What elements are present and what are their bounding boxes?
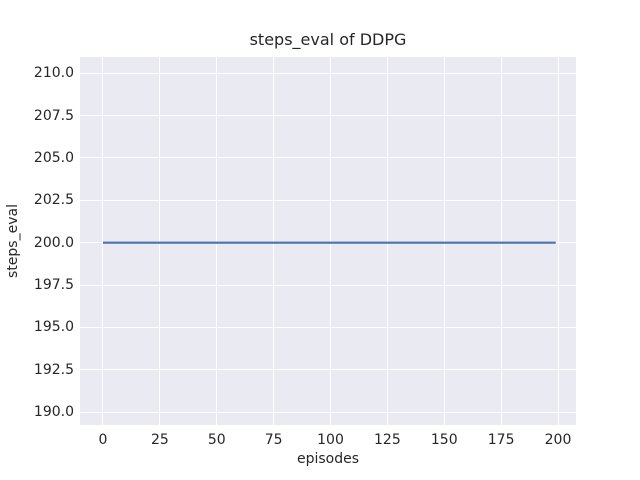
y-tick-label: 207.5: [33, 107, 74, 124]
x-gridline: [557, 57, 559, 425]
plot-area: [80, 57, 576, 425]
x-gridline: [216, 57, 218, 425]
y-tick-label: 205.0: [33, 149, 74, 166]
y-gridline: [80, 199, 576, 201]
y-gridline: [80, 284, 576, 286]
y-gridline: [80, 72, 576, 74]
x-tick-label: 100: [317, 432, 344, 448]
y-tick-label: 210.0: [33, 65, 74, 82]
x-gridline: [386, 57, 388, 425]
y-axis-label: steps_eval: [5, 204, 21, 278]
x-tick-label: 50: [207, 432, 226, 448]
x-axis-label: episodes: [296, 451, 360, 467]
chart-title: steps_eval of DDPG: [249, 30, 407, 49]
x-gridline: [273, 57, 275, 425]
x-gridline: [102, 57, 104, 425]
y-gridline: [80, 115, 576, 116]
x-tick-label: 75: [264, 432, 283, 448]
y-gridline: [80, 326, 576, 328]
series-layer: [102, 241, 556, 244]
y-gridline: [80, 369, 576, 371]
x-gridline: [500, 57, 502, 425]
x-tick-label: 25: [150, 432, 169, 448]
x-tick-label: 0: [98, 432, 108, 448]
x-tick-label: 150: [430, 432, 458, 448]
y-tick-label: 192.5: [33, 361, 74, 378]
x-gridline: [159, 57, 161, 425]
y-gridline: [80, 411, 576, 413]
y-tick-label: 200.0: [33, 234, 74, 251]
y-tick-label: 195.0: [33, 319, 74, 336]
x-gridline: [330, 57, 331, 425]
y-tick-label: 202.5: [33, 192, 74, 209]
x-tick-label: 175: [487, 432, 515, 448]
y-tick-label: 190.0: [33, 404, 74, 421]
x-gridline: [443, 57, 445, 425]
y-tick-label: 197.5: [33, 277, 74, 294]
x-tick-label: 200: [544, 432, 572, 448]
x-tick-label: 125: [374, 432, 401, 448]
y-gridline: [80, 157, 576, 159]
